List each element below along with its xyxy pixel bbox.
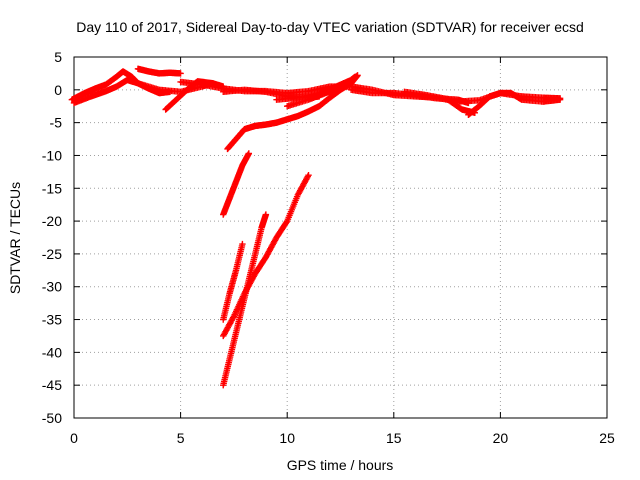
x-tick-label: 15 — [386, 430, 402, 446]
y-tick-labels: 5 0 -5 -10 -15 -20 -25 -30 -35 -40 -45 -50 — [42, 49, 62, 426]
y-tick-label: -40 — [42, 344, 62, 360]
y-tick-label: 0 — [54, 82, 62, 98]
data-point — [305, 171, 312, 179]
data-point — [354, 72, 361, 79]
data-point — [239, 240, 246, 248]
plot-frame — [73, 56, 608, 419]
data-point — [304, 173, 311, 180]
data-series-8 — [284, 84, 344, 110]
y-tick-label: -10 — [42, 147, 62, 163]
y-tick-label: 5 — [54, 49, 62, 65]
data-point — [245, 150, 253, 157]
data-point — [465, 99, 472, 107]
x-axis-label: GPS time / hours — [287, 457, 394, 473]
data-series-12 — [224, 72, 361, 153]
x-tick-label: 25 — [599, 430, 615, 446]
y-tick-label: -25 — [42, 246, 62, 262]
data-series — [68, 65, 564, 389]
data-point — [262, 211, 270, 218]
grid-lines — [74, 57, 607, 418]
x-tick-label: 5 — [177, 430, 185, 446]
data-series-11 — [465, 89, 564, 118]
data-series-14 — [220, 240, 246, 323]
y-tick-label: -20 — [42, 213, 62, 229]
data-point — [556, 96, 564, 103]
data-series-10 — [401, 88, 479, 116]
y-tick-label: -35 — [42, 312, 62, 328]
data-series-13 — [220, 150, 253, 218]
y-axis-label: SDTVAR / TECUs — [7, 182, 23, 294]
x-tick-label: 20 — [493, 430, 509, 446]
x-tick-label: 0 — [70, 430, 78, 446]
data-series-16 — [220, 171, 312, 340]
data-series-2 — [134, 65, 184, 77]
axis-ticks — [73, 56, 608, 419]
x-tick-labels: 0 5 10 15 20 25 — [70, 430, 615, 446]
chart-title: Day 110 of 2017, Sidereal Day-to-day VTE… — [76, 19, 584, 35]
x-tick-label: 10 — [279, 430, 295, 446]
data-point — [177, 70, 184, 77]
y-tick-label: -5 — [50, 115, 63, 131]
y-tick-label: -30 — [42, 279, 62, 295]
y-tick-label: -50 — [42, 410, 62, 426]
y-tick-label: -15 — [42, 180, 62, 196]
y-tick-label: -45 — [42, 377, 62, 393]
